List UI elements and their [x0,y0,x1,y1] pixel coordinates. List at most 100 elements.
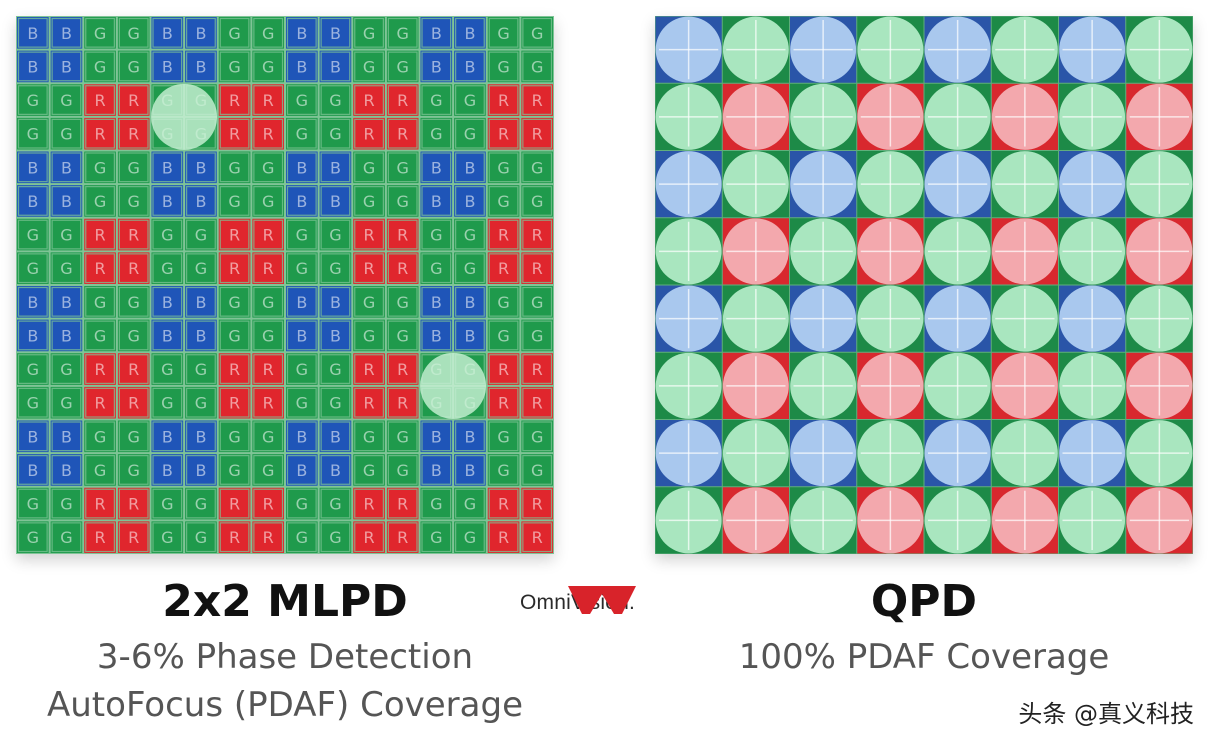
pixel-blue [184,150,218,185]
pixel-label: B [195,326,206,345]
pixel-outline [286,488,317,519]
pixel-label: B [195,57,206,76]
pixel-green [184,385,218,420]
pixel-green [16,352,50,386]
pixel-outline [51,320,82,351]
pixel-outline [85,17,115,48]
pixel-green [285,251,319,285]
pixel-blue [49,285,84,319]
pixel-label: B [61,192,72,211]
pixel-outline [85,320,115,351]
pixel-outline [51,455,82,485]
pixel-green [251,49,285,84]
pixel-label: B [296,293,307,312]
pixel-label: G [531,24,543,43]
pixel-outline [253,387,284,418]
pixel-green [251,285,285,319]
pixel-outline [186,387,216,418]
pixel-green [486,16,521,50]
pixel-outline [253,152,284,183]
pixel-label: G [296,259,308,278]
pixel-green [116,16,151,50]
pixel-label: R [532,528,543,547]
pixel-label: B [296,24,307,43]
pixel-green [520,419,554,454]
pixel-label: B [464,158,475,177]
pixel-green [385,49,420,84]
pixel-outline [455,253,485,284]
pixel-outline [522,455,553,485]
pixel-green [116,419,151,454]
pixel-outline [455,186,485,216]
pixel-label: R [229,259,240,278]
pixel-blue [453,453,487,487]
pixel-blue [419,150,454,185]
pixel-label: G [531,461,543,480]
pixel-label: G [262,192,274,211]
pixel-label: G [363,293,375,312]
pixel-outline [488,253,519,284]
pixel-outline [286,186,317,216]
pixel-label: B [330,461,341,480]
pixel-outline [17,354,48,384]
pixel-outline [455,85,485,115]
pixel-label: R [95,226,106,245]
pixel-outline [421,51,452,82]
pixel-green [318,520,353,554]
pixel-red [385,116,420,151]
pixel-outline [387,85,418,115]
pixel-outline [152,488,183,519]
pixel-outline [286,320,317,351]
pixel-outline [320,387,351,418]
pixel-outline [219,286,250,317]
pixel-outline [219,488,250,519]
pixel-label: B [27,158,38,177]
pixel-label: B [431,427,442,446]
pixel-green [16,217,50,252]
pixel-outline [488,51,519,82]
pixel-red [116,83,151,117]
pixel-outline [51,219,82,250]
pixel-green [116,318,151,353]
pixel-blue [150,184,185,218]
pixel-outline [152,186,183,216]
pixel-label: B [431,461,442,480]
pixel-outline [118,421,149,452]
pixel-blue [184,453,218,487]
pixel-label: G [228,461,240,480]
pixel-outline [354,253,384,284]
pixel-green [116,285,151,319]
pixel-label: R [229,125,240,144]
pixel-outline [455,421,485,452]
pixel-red [83,83,117,117]
pixel-blue [49,16,84,50]
pixel-green [419,83,454,117]
pixel-label: G [60,226,72,245]
pixel-outline [387,219,418,250]
pixel-outline [421,118,452,149]
pixel-green [486,285,521,319]
pixel-label: R [397,226,408,245]
pixel-label: G [60,91,72,110]
pixel-label: G [27,125,39,144]
pixel-outline [522,421,553,452]
pixel-outline [219,421,250,452]
pixel-red [486,83,521,117]
pixel-blue [49,419,84,454]
pixel-outline [354,17,384,48]
pixel-blue [285,419,319,454]
pixel-outline [488,387,519,418]
pixel-label: R [95,91,106,110]
pixel-label: G [195,495,207,514]
pixel-green [285,116,319,151]
pixel-outline [219,455,250,485]
pixel-label: G [430,495,442,514]
pixel-label: B [464,57,475,76]
pixel-outline [488,17,519,48]
pixel-green [385,318,420,353]
pixel-label: B [464,293,475,312]
pixel-red [385,217,420,252]
pixel-label: G [161,226,173,245]
pixel-green [520,318,554,353]
pixel-green [49,251,84,285]
